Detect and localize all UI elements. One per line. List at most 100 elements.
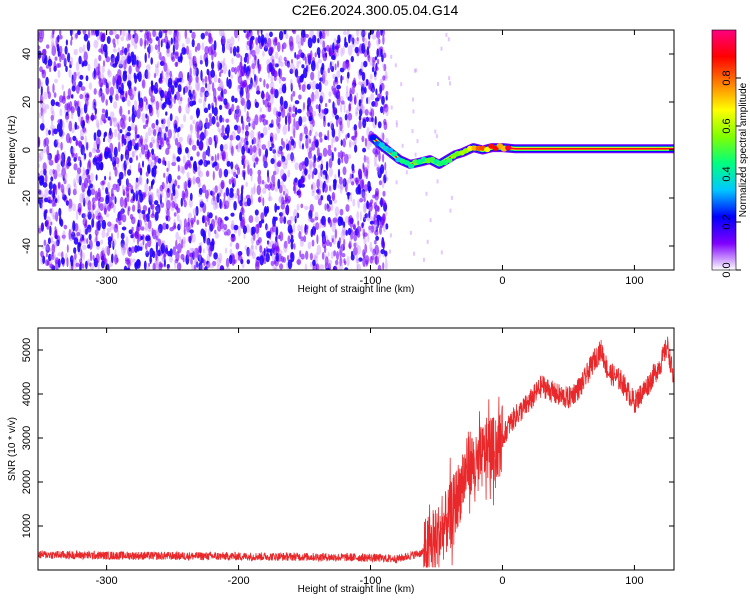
noise-blob	[335, 259, 339, 266]
noise-blob	[130, 122, 135, 131]
noise-blob	[293, 123, 297, 133]
noise-blob	[191, 247, 196, 253]
noise-blob	[287, 235, 291, 245]
noise-blob	[150, 161, 155, 168]
noise-blob	[309, 261, 313, 268]
noise-blob	[61, 161, 67, 170]
noise-blob	[205, 117, 209, 125]
noise-blob	[132, 204, 136, 212]
noise-blob	[127, 72, 132, 83]
noise-blob	[163, 253, 166, 259]
noise-blob	[101, 180, 106, 186]
noise-blob	[187, 85, 193, 91]
noise-blob	[309, 252, 313, 261]
noise-blob	[368, 225, 372, 231]
noise-blob	[357, 199, 360, 209]
noise-blob	[151, 84, 155, 91]
noise-blob	[80, 116, 84, 124]
noise-blob	[161, 119, 164, 124]
noise-blob	[100, 239, 104, 245]
snr-ytick-label: 4000	[21, 382, 33, 406]
noise-blob	[239, 137, 243, 148]
noise-blob	[109, 95, 113, 104]
noise-blob	[40, 86, 43, 96]
noise-blob	[374, 74, 377, 81]
noise-dash	[395, 120, 398, 125]
noise-blob	[226, 229, 231, 236]
noise-blob	[329, 120, 334, 130]
noise-blob	[373, 214, 376, 225]
noise-blob	[267, 175, 270, 183]
noise-blob	[66, 244, 69, 253]
noise-blob	[313, 135, 317, 144]
noise-blob	[60, 171, 66, 179]
noise-blob	[367, 40, 371, 49]
noise-blob	[75, 138, 78, 147]
noise-blob	[61, 84, 64, 91]
noise-blob	[374, 115, 377, 126]
noise-blob	[155, 241, 158, 253]
snr-xtick-label: 100	[625, 575, 643, 587]
noise-blob	[358, 115, 362, 121]
noise-blob	[250, 41, 254, 49]
noise-blob	[166, 47, 170, 54]
noise-blob	[172, 153, 176, 159]
noise-blob	[260, 133, 264, 138]
noise-blob	[331, 238, 334, 243]
noise-blob	[315, 252, 319, 259]
noise-blob	[262, 118, 267, 126]
noise-blob	[143, 192, 147, 198]
noise-blob	[66, 257, 69, 268]
noise-blob	[88, 233, 92, 241]
noise-blob	[184, 188, 189, 198]
noise-blob	[50, 105, 54, 115]
noise-blob	[295, 34, 300, 45]
noise-dash	[447, 37, 450, 42]
noise-blob	[82, 126, 87, 133]
noise-blob	[308, 147, 313, 153]
noise-blob	[43, 91, 48, 100]
noise-blob	[274, 51, 279, 60]
noise-blob	[231, 95, 235, 103]
noise-blob	[369, 241, 373, 252]
noise-blob	[283, 240, 288, 249]
noise-blob	[273, 260, 277, 265]
noise-blob	[297, 41, 302, 50]
noise-blob	[193, 92, 198, 98]
noise-blob	[155, 125, 160, 132]
noise-blob	[260, 92, 266, 99]
noise-blob	[126, 132, 131, 137]
noise-blob	[204, 45, 210, 55]
noise-blob	[170, 201, 175, 212]
noise-blob	[333, 266, 338, 270]
noise-blob	[261, 144, 267, 150]
noise-blob	[339, 250, 342, 258]
noise-blob	[213, 161, 218, 167]
noise-blob	[135, 182, 140, 188]
noise-blob	[348, 103, 351, 112]
noise-blob	[243, 233, 246, 240]
noise-blob	[172, 246, 176, 256]
noise-blob	[241, 155, 246, 160]
noise-blob	[63, 224, 68, 230]
noise-blob	[134, 142, 138, 151]
noise-blob	[280, 137, 284, 146]
noise-blob	[231, 235, 236, 242]
noise-blob	[374, 220, 379, 230]
noise-blob	[294, 51, 297, 59]
noise-blob	[250, 187, 253, 198]
noise-blob	[87, 229, 92, 234]
noise-blob	[137, 199, 140, 209]
noise-blob	[212, 260, 217, 267]
noise-blob	[330, 203, 334, 212]
noise-blob	[106, 231, 110, 237]
noise-blob	[83, 155, 86, 162]
noise-blob	[166, 188, 171, 198]
noise-blob	[177, 147, 182, 155]
noise-blob	[73, 178, 77, 188]
noise-blob	[132, 258, 136, 263]
noise-blob	[47, 152, 52, 161]
noise-blob	[80, 86, 86, 92]
noise-blob	[255, 44, 260, 55]
noise-blob	[195, 205, 199, 217]
